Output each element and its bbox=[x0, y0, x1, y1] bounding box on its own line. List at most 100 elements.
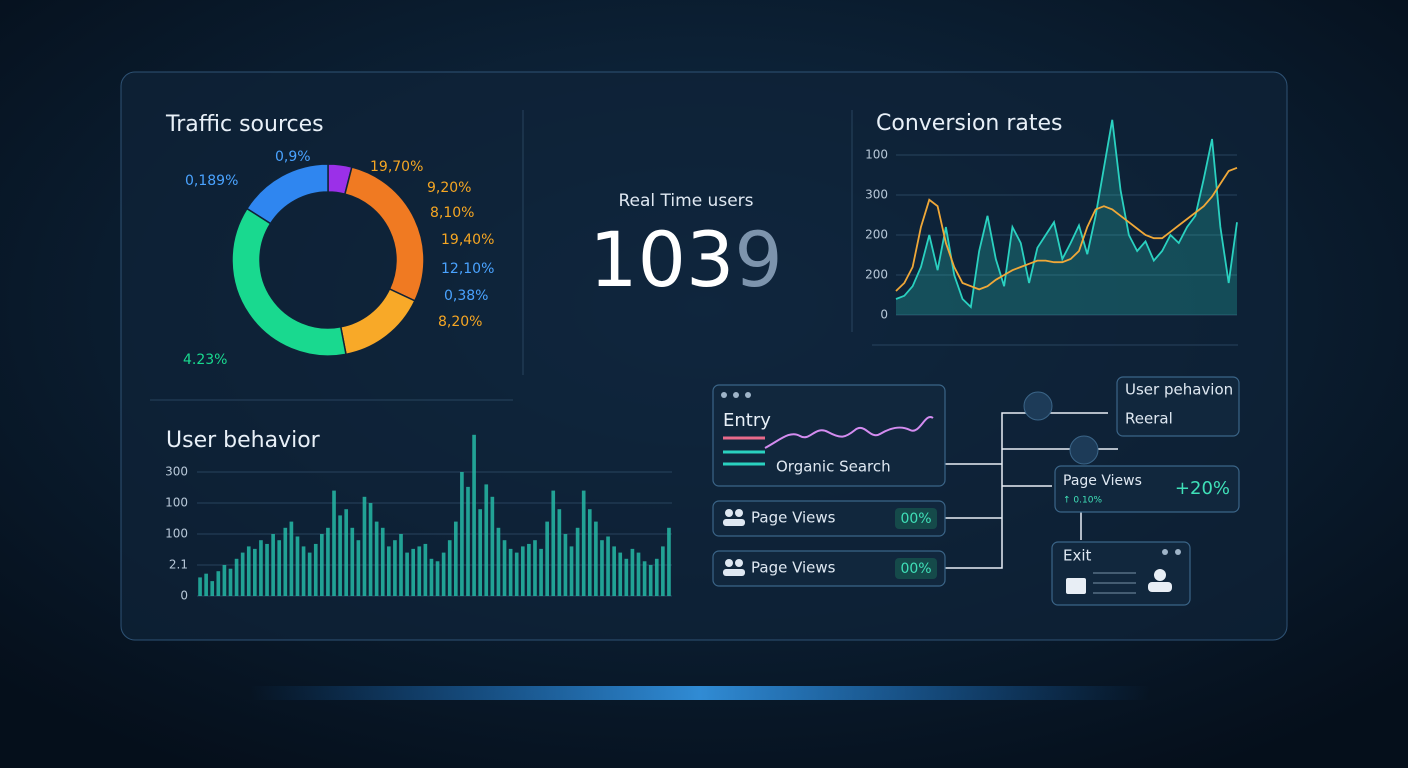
bar bbox=[661, 546, 665, 596]
bar bbox=[502, 540, 507, 596]
user-behavior-box bbox=[1116, 376, 1240, 437]
y-axis-label: 0 bbox=[880, 308, 888, 322]
bar bbox=[380, 527, 385, 596]
bar bbox=[399, 534, 403, 596]
bar bbox=[350, 527, 355, 596]
bar bbox=[587, 509, 592, 596]
bar bbox=[581, 490, 586, 596]
bar bbox=[356, 540, 361, 596]
bar bbox=[405, 552, 409, 596]
bar bbox=[246, 546, 251, 596]
y-axis-label: 200 bbox=[865, 228, 888, 242]
bar bbox=[362, 496, 367, 596]
entry-title: Entry bbox=[723, 410, 771, 431]
bar bbox=[496, 527, 501, 596]
bar bbox=[533, 540, 537, 596]
donut-annotation: 19,40% bbox=[441, 232, 494, 248]
bar bbox=[216, 571, 221, 596]
entry-box bbox=[712, 384, 946, 487]
bar bbox=[326, 527, 330, 596]
bar bbox=[453, 521, 458, 596]
bar bbox=[301, 546, 306, 596]
bar bbox=[490, 496, 495, 596]
line bbox=[895, 119, 1238, 309]
bar bbox=[228, 568, 233, 596]
bar bbox=[411, 548, 416, 596]
traffic-title: Traffic sources bbox=[165, 112, 324, 137]
realtime-value: 1039 bbox=[589, 215, 782, 304]
bar bbox=[539, 548, 543, 596]
bar bbox=[508, 548, 513, 596]
bar bbox=[265, 543, 269, 596]
donut-segment bbox=[245, 163, 329, 225]
bar bbox=[484, 484, 489, 596]
user-behavior-title: User pehavion bbox=[1125, 381, 1233, 399]
y-axis-label: 100 bbox=[165, 496, 188, 510]
page-views-label: Page Views bbox=[1063, 473, 1142, 489]
bar bbox=[289, 521, 294, 596]
bar bbox=[630, 548, 635, 596]
y-axis-label: 0 bbox=[180, 589, 188, 603]
bar bbox=[545, 521, 549, 596]
page-views-box bbox=[1054, 465, 1240, 513]
behavior-title: User behavior bbox=[166, 428, 321, 453]
page-views-box bbox=[712, 500, 946, 537]
bar bbox=[557, 509, 562, 596]
bar bbox=[387, 546, 391, 596]
bar bbox=[575, 527, 580, 596]
bar bbox=[527, 543, 531, 596]
y-axis-label: 2.1 bbox=[169, 558, 188, 572]
donut-annotation: 0,38% bbox=[444, 288, 488, 304]
bar bbox=[429, 558, 434, 596]
y-axis-label: 300 bbox=[165, 465, 188, 479]
bar bbox=[624, 558, 629, 596]
bar bbox=[551, 490, 556, 596]
user-behavior-subtitle: Reeral bbox=[1125, 410, 1173, 428]
bar bbox=[612, 546, 616, 596]
bar bbox=[277, 540, 282, 596]
bar bbox=[606, 536, 610, 596]
bar bbox=[198, 577, 202, 596]
bar bbox=[271, 534, 275, 596]
y-axis-label: 300 bbox=[865, 188, 888, 202]
connector bbox=[945, 412, 1118, 569]
page-views-box bbox=[712, 550, 946, 587]
badge bbox=[895, 508, 937, 529]
bar bbox=[563, 534, 568, 596]
area-fill bbox=[896, 119, 1237, 315]
entry-subtitle: Organic Search bbox=[776, 458, 891, 476]
bar bbox=[320, 534, 324, 596]
page-views-value: 00% bbox=[900, 561, 931, 577]
bar bbox=[393, 540, 397, 596]
line bbox=[895, 166, 1238, 292]
bar bbox=[654, 558, 659, 596]
bar bbox=[618, 552, 623, 596]
bar bbox=[569, 546, 574, 596]
bar bbox=[332, 490, 336, 596]
bar bbox=[636, 552, 641, 596]
bar bbox=[460, 472, 464, 596]
bar bbox=[514, 552, 519, 596]
conversion-title: Conversion rates bbox=[876, 111, 1062, 136]
y-axis-label: 100 bbox=[165, 527, 188, 541]
bar bbox=[594, 521, 598, 596]
bar bbox=[435, 561, 440, 596]
y-axis-label: 200 bbox=[865, 268, 888, 282]
bar bbox=[234, 558, 239, 596]
y-axis-label: 100 bbox=[865, 148, 888, 162]
bar bbox=[204, 573, 208, 596]
bar bbox=[313, 543, 318, 596]
page-views-label: Page Views bbox=[751, 509, 836, 527]
bar bbox=[642, 561, 647, 596]
donut-annotation: 12,10% bbox=[441, 261, 494, 277]
bar bbox=[667, 527, 671, 596]
page-views-small: ↑ 0.10% bbox=[1063, 496, 1102, 506]
bar bbox=[338, 515, 342, 596]
donut-annotation: 9,20% bbox=[427, 180, 471, 196]
bar bbox=[222, 565, 227, 596]
donut-annotation: 0,189% bbox=[185, 173, 238, 189]
donut-annotation: 19,70% bbox=[370, 159, 423, 175]
page-views-label: Page Views bbox=[751, 559, 836, 577]
bar bbox=[478, 509, 482, 596]
